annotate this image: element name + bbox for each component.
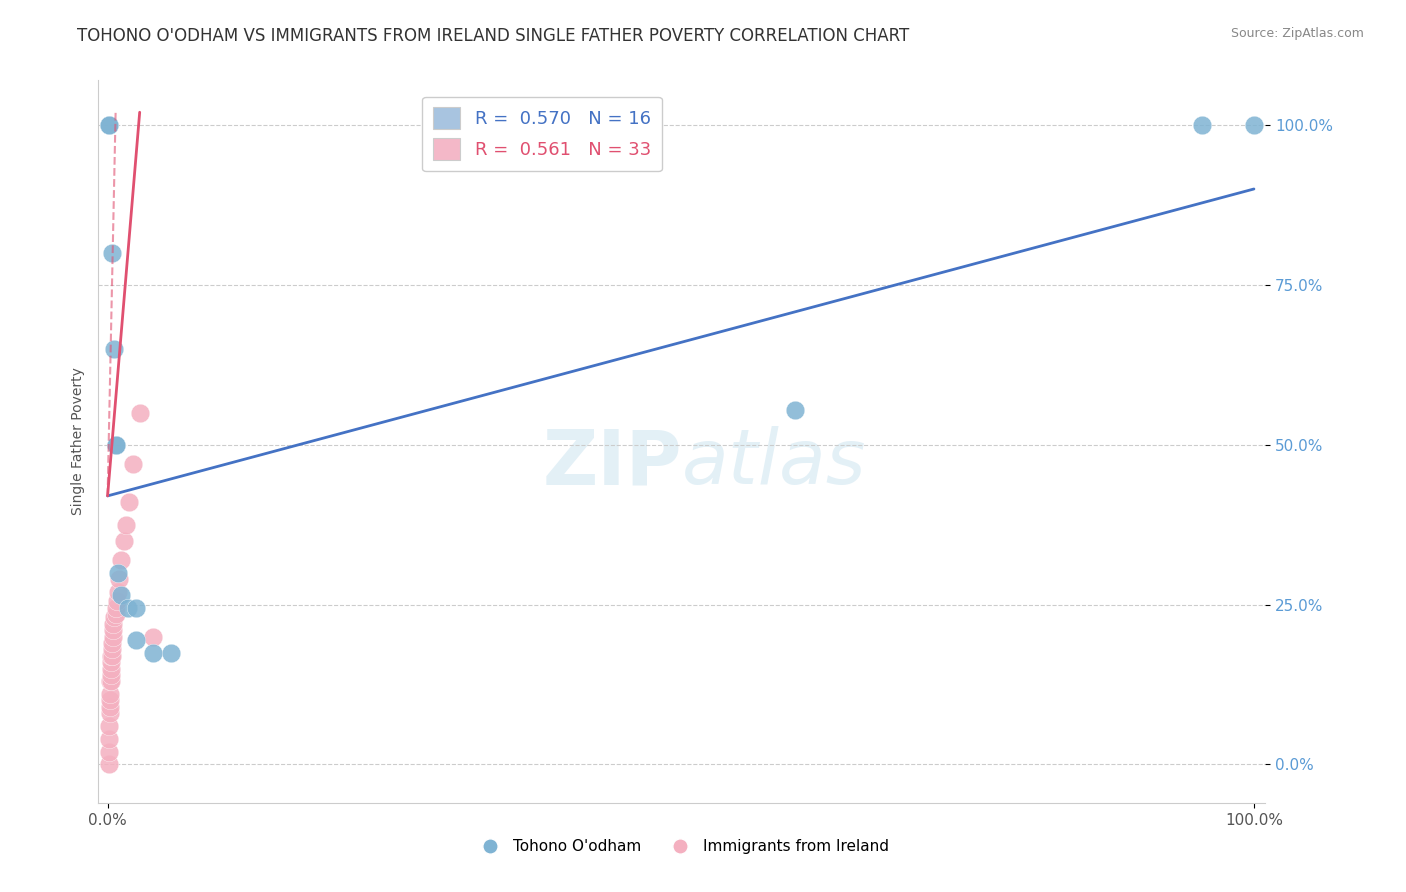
Point	[103, 616, 125, 631]
Text: ZIP: ZIP	[543, 426, 682, 500]
Point	[785, 402, 807, 417]
Point	[103, 623, 125, 637]
Point	[97, 757, 120, 772]
Point	[97, 745, 120, 759]
Point	[107, 566, 129, 580]
Point	[125, 600, 148, 615]
Point	[104, 600, 127, 615]
Point	[107, 584, 129, 599]
Point	[108, 572, 131, 586]
Point	[104, 607, 127, 622]
Point	[100, 648, 122, 663]
Point	[125, 632, 148, 647]
Point	[97, 118, 120, 132]
Point	[128, 406, 150, 420]
Point	[110, 553, 132, 567]
Point	[101, 246, 124, 260]
Point	[103, 630, 125, 644]
Text: TOHONO O'ODHAM VS IMMIGRANTS FROM IRELAND SINGLE FATHER POVERTY CORRELATION CHAR: TOHONO O'ODHAM VS IMMIGRANTS FROM IRELAN…	[77, 27, 910, 45]
Point	[1191, 118, 1213, 132]
Point	[103, 342, 125, 356]
Point	[100, 674, 122, 689]
Point	[121, 457, 143, 471]
Legend: Tohono O'odham, Immigrants from Ireland: Tohono O'odham, Immigrants from Ireland	[470, 833, 894, 860]
Point	[103, 610, 125, 624]
Point	[101, 636, 124, 650]
Point	[118, 495, 141, 509]
Point	[101, 648, 124, 663]
Point	[159, 646, 181, 660]
Point	[104, 438, 127, 452]
Point	[98, 699, 121, 714]
Point	[97, 731, 120, 746]
Y-axis label: Single Father Poverty: Single Father Poverty	[70, 368, 84, 516]
Point	[105, 594, 128, 608]
Point	[97, 719, 120, 733]
Point	[100, 661, 122, 675]
Text: Source: ZipAtlas.com: Source: ZipAtlas.com	[1230, 27, 1364, 40]
Point	[100, 668, 122, 682]
Point	[117, 600, 139, 615]
Point	[98, 706, 121, 721]
Point	[98, 693, 121, 707]
Point	[115, 517, 138, 532]
Text: atlas: atlas	[682, 426, 866, 500]
Point	[97, 118, 120, 132]
Point	[142, 646, 165, 660]
Point	[100, 655, 122, 669]
Point	[110, 588, 132, 602]
Point	[98, 687, 121, 701]
Point	[101, 642, 124, 657]
Point	[104, 438, 127, 452]
Point	[98, 674, 121, 689]
Point	[112, 533, 135, 548]
Point	[1243, 118, 1265, 132]
Point	[142, 630, 165, 644]
